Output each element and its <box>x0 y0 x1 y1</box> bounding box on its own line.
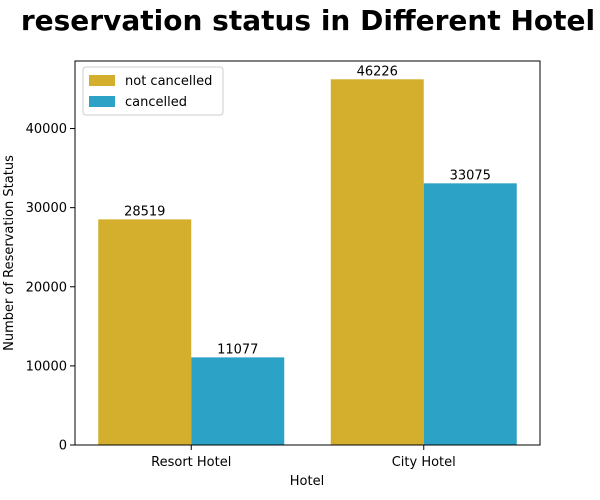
data-label: 33075 <box>450 168 491 183</box>
y-tick-label: 20000 <box>26 280 67 295</box>
data-label: 28519 <box>124 204 165 219</box>
chart-title: reservation status in Different Hotel <box>20 4 596 37</box>
data-label: 11077 <box>217 342 258 357</box>
bar-cancelled-1 <box>423 183 517 446</box>
data-labels-layer: 28519 46226 11077 33075 <box>124 64 491 357</box>
legend-swatch <box>89 75 115 86</box>
y-tick-label: 0 <box>59 439 67 454</box>
bar-not-cancelled-0 <box>98 219 192 445</box>
x-tick-label: City Hotel <box>392 455 456 470</box>
y-tick-label: 40000 <box>26 122 67 137</box>
x-axis: Resort Hotel City Hotel <box>151 445 456 470</box>
legend-box <box>82 66 224 116</box>
x-tick-label: Resort Hotel <box>151 455 231 470</box>
y-tick-label: 30000 <box>26 201 67 216</box>
legend-entry-label: cancelled <box>125 95 187 110</box>
legend-swatch <box>89 96 115 107</box>
legend: not cancelled cancelled <box>82 66 224 116</box>
y-axis: 0 10000 20000 30000 40000 <box>26 122 75 454</box>
bars-layer <box>98 79 517 446</box>
bar-cancelled-0 <box>191 357 285 445</box>
data-label: 46226 <box>357 64 398 79</box>
bar-not-cancelled-1 <box>330 79 424 446</box>
plot-frame <box>74 60 541 446</box>
legend-entry-label: not cancelled <box>125 74 212 89</box>
x-axis-label: Hotel <box>290 474 324 489</box>
y-axis-label: Number of Reservation Status <box>2 155 17 351</box>
y-tick-label: 10000 <box>26 359 67 374</box>
